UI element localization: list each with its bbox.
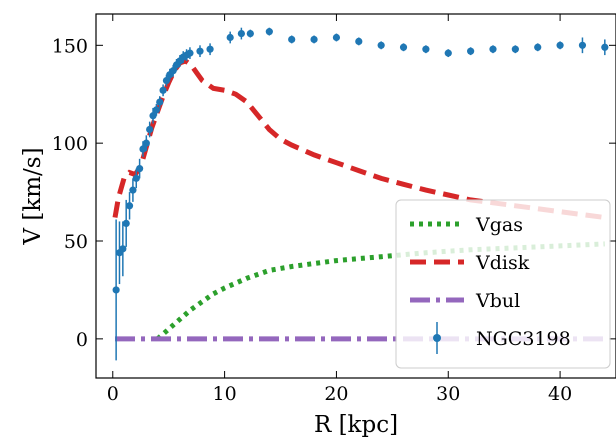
data-point bbox=[132, 174, 140, 182]
series-vgas-line bbox=[155, 241, 605, 341]
legend-label-vbul: Vbul bbox=[475, 290, 520, 312]
data-point bbox=[444, 49, 452, 57]
legend-box bbox=[395, 199, 611, 369]
observed-points-layer bbox=[112, 27, 609, 361]
y-tick-label: 50 bbox=[64, 231, 88, 253]
data-point bbox=[159, 86, 167, 94]
data-point bbox=[156, 98, 164, 106]
legend-label-ngc3198: NGC3198 bbox=[476, 328, 571, 350]
plot-frame bbox=[95, 13, 616, 379]
data-point bbox=[534, 43, 542, 51]
data-point bbox=[511, 45, 519, 53]
data-point bbox=[310, 35, 318, 44]
data-point bbox=[237, 29, 245, 38]
data-point bbox=[422, 45, 430, 53]
data-point bbox=[246, 29, 254, 38]
data-point bbox=[129, 186, 137, 194]
data-point bbox=[265, 28, 273, 36]
series-vdisk-line bbox=[112, 58, 606, 220]
data-point bbox=[119, 245, 127, 253]
data-point bbox=[601, 43, 609, 51]
legend-label-vgas: Vgas bbox=[475, 214, 523, 236]
data-point bbox=[142, 139, 150, 147]
y-tick-label: 150 bbox=[52, 35, 88, 57]
x-tick-label: 0 bbox=[107, 383, 119, 405]
data-point bbox=[186, 49, 194, 57]
data-point bbox=[377, 41, 385, 49]
data-point bbox=[139, 145, 147, 153]
data-point bbox=[556, 41, 564, 49]
data-point bbox=[125, 202, 134, 210]
data-point bbox=[112, 286, 120, 294]
legend: Vgas Vdisk Vbul NGC3198 bbox=[395, 199, 611, 369]
x-tick-label: 10 bbox=[213, 383, 237, 405]
x-axis-label: R [kpc] bbox=[314, 412, 398, 438]
legend-label-vdisk: Vdisk bbox=[475, 252, 530, 274]
data-point bbox=[169, 67, 177, 75]
data-point bbox=[226, 33, 234, 42]
data-point bbox=[206, 45, 214, 53]
data-point bbox=[578, 41, 587, 49]
ticks-layer: 0 10 20 30 40 0 50 100 150 bbox=[52, 14, 616, 405]
data-point bbox=[467, 47, 475, 55]
data-point bbox=[399, 43, 408, 51]
x-tick-label: 20 bbox=[324, 383, 348, 405]
data-point bbox=[146, 125, 154, 134]
data-point bbox=[149, 112, 157, 120]
y-tick-label: 100 bbox=[52, 133, 88, 155]
data-point bbox=[122, 219, 130, 227]
data-point bbox=[152, 106, 160, 114]
data-point bbox=[162, 76, 171, 85]
data-point bbox=[136, 165, 144, 173]
x-tick-label: 40 bbox=[548, 383, 572, 405]
x-tick-label: 30 bbox=[436, 383, 460, 405]
data-point bbox=[489, 45, 497, 53]
data-point bbox=[288, 35, 296, 44]
data-point bbox=[332, 33, 341, 42]
y-axis-label: V [km/s] bbox=[20, 147, 46, 245]
legend-marker-ngc3198 bbox=[433, 334, 441, 342]
y-tick-label: 0 bbox=[76, 329, 88, 351]
data-point bbox=[196, 47, 204, 55]
data-point bbox=[355, 37, 363, 45]
